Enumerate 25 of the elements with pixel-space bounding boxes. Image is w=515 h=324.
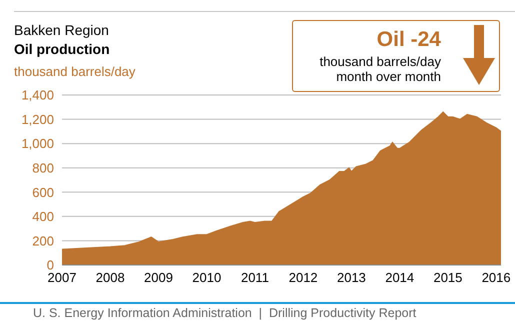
x-tick-label: 2013 bbox=[336, 270, 366, 286]
x-tick-label: 2015 bbox=[433, 270, 462, 286]
chart-title: Bakken Region bbox=[14, 22, 109, 38]
x-tick-label: 2014 bbox=[385, 270, 414, 286]
y-tick-label: 1,200 bbox=[21, 112, 54, 127]
x-tick-label: 2008 bbox=[96, 270, 125, 286]
x-tick-label: 2012 bbox=[288, 270, 318, 286]
text: Oil -24 bbox=[376, 28, 441, 51]
y-axis-title: thousand barrels/day bbox=[14, 64, 136, 79]
y-tick-label: 1,000 bbox=[21, 136, 54, 152]
x-tick-label: 2007 bbox=[48, 270, 76, 286]
text: thousand barrels/day bbox=[320, 54, 441, 69]
y-tick-label: 600 bbox=[32, 184, 54, 200]
chart-subtitle: Oil production bbox=[14, 41, 110, 57]
text: month over month bbox=[336, 69, 441, 84]
x-tick-label: 2016 bbox=[482, 270, 511, 286]
y-tick-label: 800 bbox=[32, 160, 54, 176]
x-tick-label: 2010 bbox=[192, 270, 222, 286]
text: U. S. Energy Information Administration | Drilling Productivity Report bbox=[33, 306, 416, 320]
y-tick-label: 200 bbox=[32, 233, 54, 248]
y-tick-label: 400 bbox=[32, 209, 54, 224]
x-tick-label: 2009 bbox=[144, 270, 173, 286]
x-tick-label: 2011 bbox=[240, 270, 269, 286]
y-tick-label: 0 bbox=[46, 258, 54, 273]
y-tick-label: 1,400 bbox=[21, 88, 54, 103]
